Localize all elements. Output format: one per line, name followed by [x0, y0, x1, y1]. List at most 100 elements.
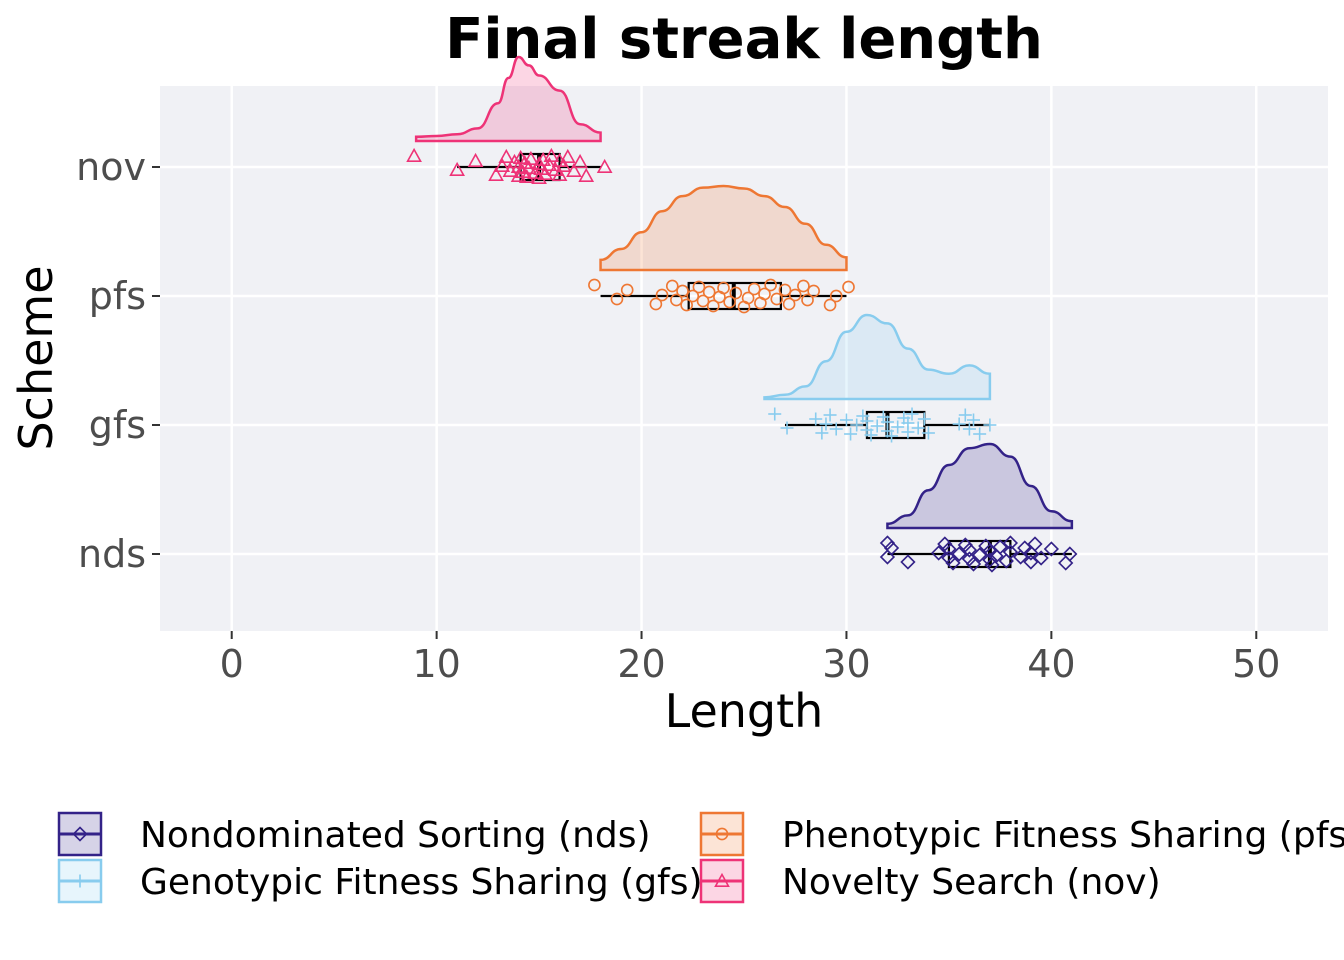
- data-point: [714, 872, 730, 888]
- data-point: [973, 427, 987, 441]
- data-point: [945, 555, 961, 571]
- plot-panel: [160, 86, 1328, 631]
- data-point: [488, 166, 504, 181]
- data-point: [543, 147, 560, 162]
- data-point: [717, 281, 730, 295]
- data-point: [807, 284, 820, 298]
- x-axis-title: Length: [665, 684, 824, 738]
- data-point: [537, 165, 554, 180]
- data-point: [982, 543, 998, 559]
- data-point: [842, 280, 855, 294]
- data-point: [467, 152, 484, 167]
- data-point: [839, 413, 853, 427]
- legend-marker: [72, 826, 88, 842]
- data-point: [741, 291, 755, 305]
- data-point: [715, 827, 729, 841]
- data-point: [559, 148, 576, 163]
- legend-label-pfs: Phenotypic Fitness Sharing (pfs): [782, 815, 1344, 856]
- data-point: [649, 297, 663, 311]
- x-tick-label: 0: [220, 642, 244, 686]
- points-nov: [406, 147, 613, 184]
- data-point: [768, 407, 782, 421]
- density-clouds: [414, 55, 1074, 530]
- y-tick-label: nov: [76, 145, 146, 189]
- data-point: [844, 427, 858, 441]
- data-point: [1027, 536, 1043, 552]
- data-point: [900, 554, 916, 570]
- x-tick-label: 30: [822, 642, 870, 686]
- data-point: [73, 874, 87, 888]
- legend-marker: [715, 827, 729, 841]
- data-point: [686, 289, 700, 303]
- box-iqr: [947, 539, 1012, 569]
- x-tick-label: 40: [1027, 642, 1075, 686]
- data-point: [982, 552, 998, 568]
- data-point: [951, 546, 967, 562]
- data-point: [729, 286, 743, 300]
- data-point: [588, 278, 601, 292]
- data-point: [498, 148, 515, 163]
- data-point: [891, 420, 905, 434]
- density-cloud-gfs: [763, 313, 992, 401]
- data-point: [723, 295, 736, 309]
- data-point: [541, 156, 558, 171]
- data-point: [965, 556, 982, 572]
- data-point: [958, 408, 972, 422]
- data-point: [880, 415, 894, 429]
- data-point: [797, 279, 810, 293]
- legend-marker: [73, 874, 87, 888]
- data-point: [905, 407, 919, 421]
- data-point: [1062, 546, 1078, 562]
- data-point: [406, 147, 422, 162]
- data-point: [850, 418, 864, 432]
- data-point: [883, 540, 900, 556]
- data-point: [555, 157, 572, 172]
- data-point: [860, 414, 874, 428]
- data-point: [510, 167, 527, 182]
- data-point: [747, 282, 761, 296]
- data-point: [72, 826, 88, 842]
- y-tick-label: gfs: [89, 403, 146, 447]
- data-point: [523, 150, 539, 165]
- data-point: [917, 412, 931, 426]
- density-cloud-nov: [414, 55, 602, 143]
- data-point: [596, 158, 613, 173]
- data-point: [967, 413, 981, 427]
- legend-item-gfs: Genotypic Fitness Sharing (gfs): [57, 858, 703, 904]
- data-point: [531, 169, 547, 184]
- points-gfs: [768, 407, 997, 443]
- data-point: [551, 166, 568, 181]
- density-cloud-nds: [886, 442, 1074, 530]
- data-point: [758, 287, 771, 301]
- legend-label-nov: Novelty Search (nov): [782, 862, 1161, 903]
- legend-marker: [714, 872, 730, 888]
- data-point: [680, 298, 693, 312]
- data-point: [655, 288, 669, 302]
- x-tick-label: 50: [1232, 642, 1280, 686]
- legend-item-pfs: Phenotypic Fitness Sharing (pfs): [699, 811, 1344, 857]
- data-point: [788, 288, 802, 302]
- y-tick-label: nds: [78, 532, 146, 576]
- axes: 0 10 20 30 40 50 nds gfs pfs nov: [76, 145, 1280, 686]
- data-point: [702, 285, 716, 299]
- data-point: [665, 279, 679, 293]
- data-point: [692, 280, 706, 294]
- data-point: [620, 283, 634, 297]
- legend-item-nov: Novelty Search (nov): [699, 858, 1161, 904]
- data-point: [610, 292, 624, 306]
- data-point: [829, 289, 843, 303]
- legend-label-nds: Nondominated Sorting (nds): [140, 815, 651, 856]
- data-point: [941, 541, 957, 557]
- data-point: [449, 161, 465, 176]
- legend: Nondominated Sorting (nds) Genotypic Fitn…: [57, 811, 1344, 904]
- data-point: [494, 157, 511, 172]
- data-point: [921, 426, 935, 440]
- data-point: [952, 417, 966, 431]
- data-point: [992, 539, 1008, 555]
- data-point: [706, 299, 720, 313]
- y-axis-title: Scheme: [9, 265, 63, 450]
- data-point: [809, 412, 823, 426]
- data-point: [931, 545, 947, 561]
- points-nds: [879, 535, 1078, 573]
